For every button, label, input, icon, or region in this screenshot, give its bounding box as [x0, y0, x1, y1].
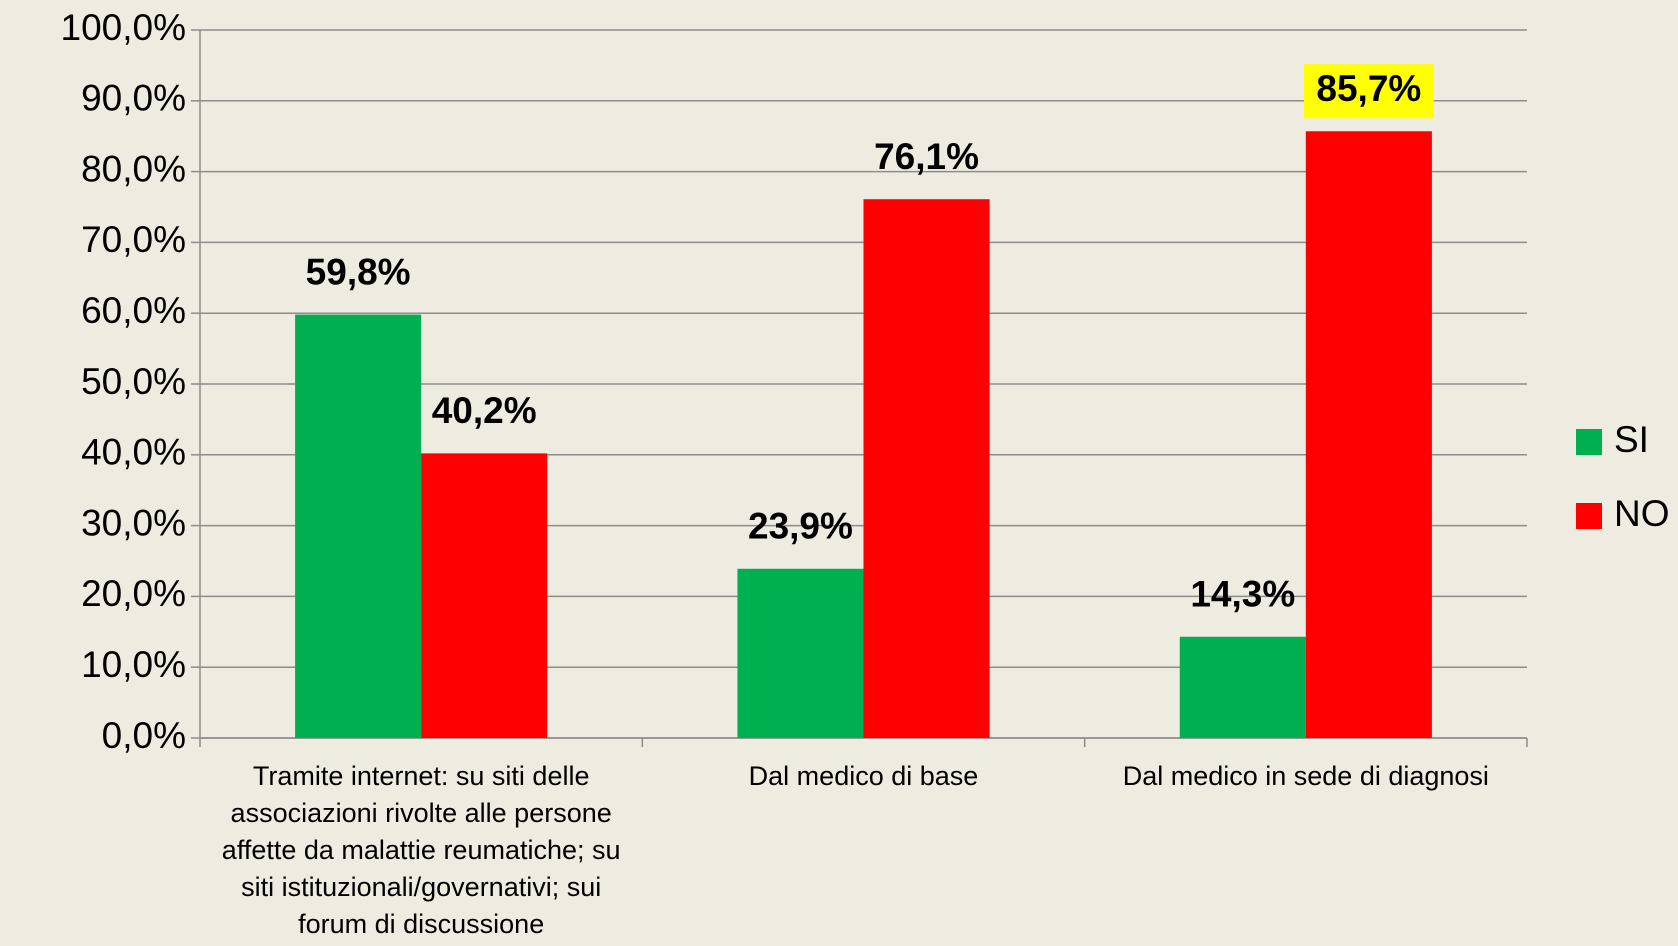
- y-tick-label: 70,0%: [81, 219, 186, 260]
- bar: [421, 453, 548, 738]
- y-tick-label: 40,0%: [81, 432, 186, 473]
- y-tick-label: 90,0%: [81, 78, 186, 119]
- bar: [863, 199, 990, 738]
- data-label: 14,3%: [1190, 574, 1295, 615]
- x-tick-label: Dal medico di base: [748, 761, 979, 791]
- y-tick-label: 0,0%: [102, 715, 186, 756]
- y-tick-label: 20,0%: [81, 573, 186, 614]
- data-label: 85,7%: [1316, 68, 1421, 109]
- bar: [737, 568, 864, 738]
- legend-swatch: [1576, 429, 1602, 455]
- x-tick-label: Dal medico in sede di diagnosi: [1122, 761, 1489, 791]
- legend-label: NO: [1614, 493, 1670, 534]
- y-tick-label: 50,0%: [81, 361, 186, 402]
- y-tick-label: 60,0%: [81, 290, 186, 331]
- y-tick-label: 100,0%: [61, 7, 187, 48]
- bar: [295, 314, 422, 738]
- data-label: 76,1%: [874, 136, 979, 177]
- data-label: 59,8%: [306, 251, 411, 292]
- x-tick-label: Tramite internet: su siti delle associaz…: [221, 761, 621, 939]
- bar: [1179, 636, 1306, 738]
- y-tick-label: 30,0%: [81, 502, 186, 543]
- label-highlight: [1303, 64, 1434, 119]
- data-label: 23,9%: [748, 506, 853, 547]
- y-tick-label: 10,0%: [81, 644, 186, 685]
- y-tick-label: 80,0%: [81, 148, 186, 189]
- legend-label: SI: [1614, 419, 1649, 460]
- data-label: 40,2%: [432, 390, 537, 431]
- bar: [1305, 131, 1432, 738]
- legend-swatch: [1576, 503, 1602, 529]
